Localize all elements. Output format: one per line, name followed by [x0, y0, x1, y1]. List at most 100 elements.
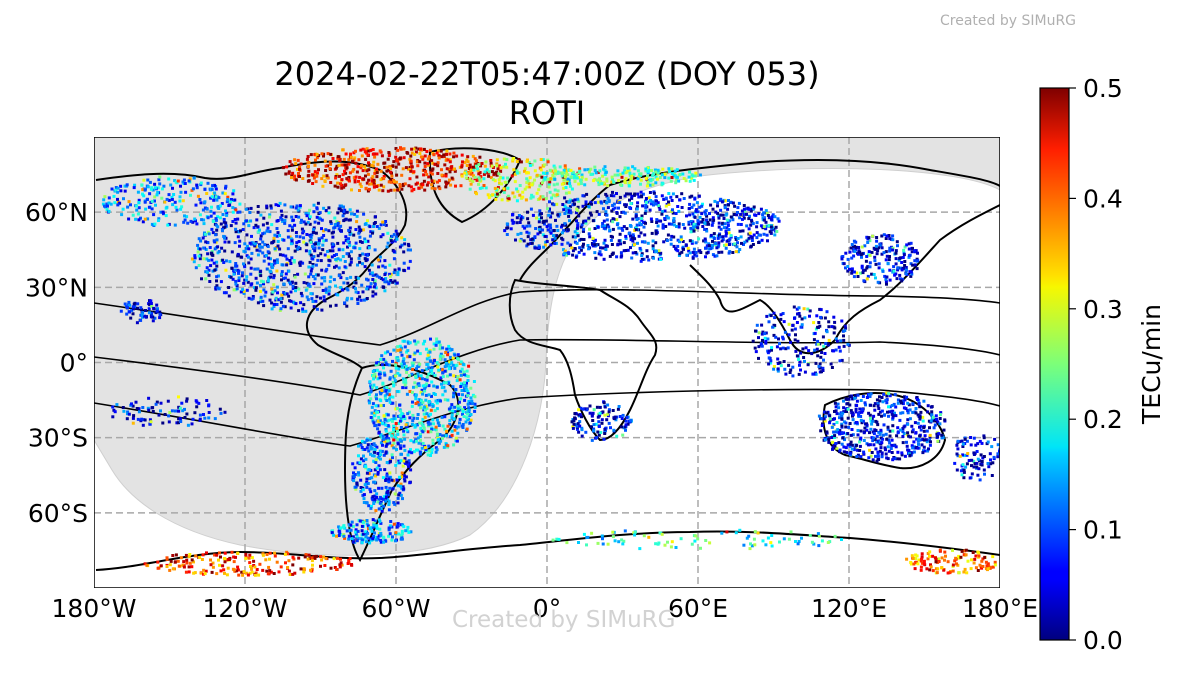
roti-dot [593, 243, 597, 247]
roti-dot [360, 439, 364, 443]
roti-dot [371, 231, 374, 235]
roti-dot [527, 185, 531, 189]
roti-dot [675, 175, 679, 179]
roti-dot [281, 166, 285, 170]
roti-dot [442, 445, 446, 449]
roti-dot [207, 273, 211, 277]
roti-dot [373, 450, 377, 454]
roti-dot [386, 350, 390, 354]
roti-dot [243, 242, 247, 246]
roti-dot [624, 171, 628, 175]
roti-dot [387, 418, 391, 422]
roti-dot [210, 227, 214, 231]
roti-dot [408, 341, 412, 345]
roti-dot [905, 243, 909, 247]
roti-dot [380, 509, 384, 513]
roti-dot [411, 400, 414, 404]
roti-dot [541, 158, 545, 162]
roti-dot [833, 410, 836, 413]
roti-dot [640, 214, 644, 218]
roti-dot [236, 235, 240, 239]
roti-dot [587, 247, 591, 251]
roti-dot [921, 415, 925, 419]
roti-dot [280, 272, 284, 276]
roti-dot [547, 185, 551, 189]
roti-dot [636, 192, 640, 196]
roti-dot [916, 398, 919, 401]
roti-dot [611, 204, 615, 207]
roti-dot [850, 271, 854, 275]
roti-dot [699, 251, 703, 254]
roti-dot [312, 210, 316, 214]
roti-dot [608, 228, 612, 232]
roti-dot [379, 531, 383, 535]
roti-dot [911, 246, 914, 250]
roti-dot [364, 240, 368, 244]
roti-dot [157, 178, 161, 182]
roti-dot [903, 398, 907, 402]
roti-dot [830, 425, 834, 429]
roti-dot [109, 202, 113, 206]
roti-dot [586, 168, 590, 172]
roti-dot [477, 176, 481, 180]
roti-dot [347, 158, 351, 162]
roti-dot [256, 225, 260, 229]
roti-dot [407, 462, 411, 465]
roti-dot [541, 233, 545, 237]
roti-dot [410, 189, 414, 193]
roti-dot [468, 421, 472, 425]
roti-dot [836, 428, 840, 432]
roti-dot [755, 225, 759, 229]
roti-dot [291, 284, 295, 288]
roti-dot [525, 224, 529, 228]
roti-dot [757, 331, 761, 335]
roti-dot [887, 449, 891, 453]
roti-dot [430, 371, 434, 375]
roti-dot [943, 418, 947, 422]
roti-dot [850, 428, 854, 431]
roti-dot [425, 357, 429, 361]
roti-dot [376, 427, 380, 431]
roti-dot [849, 409, 853, 413]
roti-dot [491, 193, 495, 197]
roti-dot [370, 405, 374, 409]
roti-dot [342, 157, 346, 161]
roti-dot [374, 215, 377, 219]
roti-dot [325, 175, 329, 179]
roti-dot [295, 234, 299, 238]
roti-dot [372, 285, 376, 289]
roti-dot [616, 243, 620, 247]
roti-dot [877, 407, 881, 410]
roti-dot [461, 362, 465, 366]
roti-dot [355, 220, 359, 224]
roti-dot [687, 207, 691, 211]
roti-dot [731, 201, 735, 205]
roti-dot [645, 255, 649, 259]
roti-dot [465, 388, 469, 392]
roti-dot [911, 402, 915, 406]
roti-dot [772, 333, 776, 337]
roti-dot [738, 216, 742, 220]
roti-dot [838, 349, 842, 353]
roti-dot [806, 363, 810, 367]
roti-dot [277, 204, 281, 207]
roti-dot [359, 486, 363, 489]
roti-dot [807, 349, 811, 353]
roti-dot [182, 178, 186, 182]
roti-dot [769, 217, 773, 221]
roti-dot [468, 177, 472, 181]
roti-dot [890, 451, 894, 454]
roti-dot [385, 442, 389, 446]
roti-dot [385, 245, 389, 249]
roti-dot [417, 403, 421, 407]
roti-dot [617, 206, 620, 210]
roti-dot [310, 266, 314, 270]
roti-dot [465, 381, 468, 385]
roti-dot [525, 181, 529, 185]
roti-dot [861, 271, 865, 275]
roti-dot [418, 452, 422, 456]
roti-dot [281, 219, 285, 223]
roti-dot [323, 276, 327, 279]
roti-dot [757, 356, 760, 360]
roti-dot [754, 350, 758, 354]
